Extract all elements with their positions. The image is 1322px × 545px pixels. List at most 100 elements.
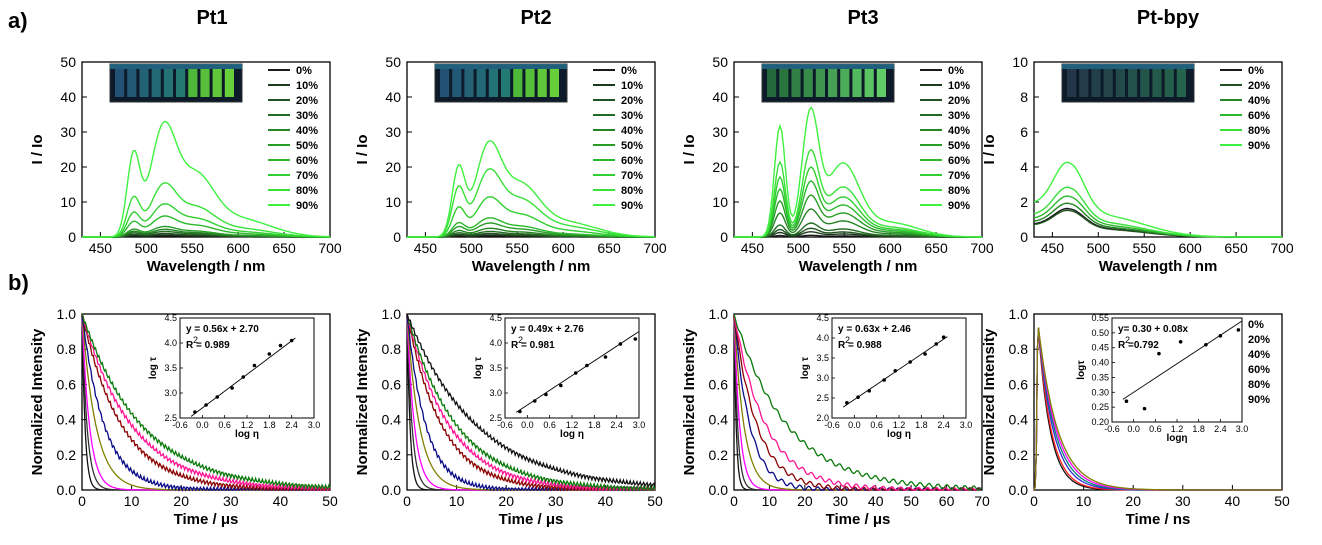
x-tick-label: 20 <box>498 493 514 509</box>
y-tick-label: 20 <box>712 159 728 175</box>
y-axis-label: I / Io <box>681 135 698 165</box>
y-tick-label: 30 <box>60 124 76 140</box>
decay-line <box>81 314 331 492</box>
inset-y-label: logτ <box>1076 360 1087 380</box>
inset-y-tick-label: 0.50 <box>1091 328 1109 338</box>
column-title-1: Pt1 <box>196 7 227 29</box>
x-tick-label: 500 <box>787 240 811 256</box>
cuvette <box>440 69 450 97</box>
inset-y-tick-label: 2.0 <box>816 413 829 423</box>
inset-x-tick-label: 0.6 <box>218 420 231 430</box>
inset-point <box>585 363 589 368</box>
decay-line <box>406 313 656 493</box>
inset-x-label: log η <box>887 429 911 440</box>
x-tick-label: 450 <box>741 240 765 256</box>
y-tick-label: 10 <box>385 194 401 210</box>
inset-point <box>1157 351 1161 356</box>
cuvette <box>212 69 222 97</box>
x-tick-label: 450 <box>89 240 113 256</box>
inset-point <box>532 399 537 403</box>
legend-label: 20% <box>621 95 643 107</box>
decay-line <box>1033 327 1282 491</box>
inset-x-tick-label: 1.2 <box>1171 424 1184 434</box>
x-tick-label: 600 <box>226 240 250 256</box>
inset-point <box>603 355 608 359</box>
viscosity-inset: -0.6 0.0 0.6 1.2 1.8 2.4 3.0 0.20 0.25 0.30 0.35 0.… <box>1076 313 1248 444</box>
fit-line <box>515 331 640 413</box>
y-tick-label: 40 <box>60 89 76 105</box>
cuvette <box>188 69 198 97</box>
legend-label: 0% <box>621 65 637 77</box>
cuvette <box>840 69 850 97</box>
y-tick-label: 4 <box>1020 159 1028 175</box>
cuvette <box>828 69 838 97</box>
spectrum-line <box>407 196 655 238</box>
x-tick-label: 20 <box>1125 493 1141 509</box>
inset-point <box>934 342 939 346</box>
inset-point <box>559 383 563 388</box>
inset-point <box>278 343 283 348</box>
row-label-b: b) <box>8 270 29 295</box>
legend-label: 70% <box>296 170 318 182</box>
y-tick-label: 0.0 <box>709 482 729 498</box>
x-axis-label: Time / ns <box>1126 511 1191 528</box>
inset-point <box>252 363 257 368</box>
x-tick-label: 30 <box>1175 493 1191 509</box>
y-tick-label: 2 <box>1020 194 1028 210</box>
inset-y-tick-label: 3.5 <box>816 353 829 363</box>
inset-x-tick-label: 3.0 <box>960 420 973 430</box>
y-tick-label: 0.6 <box>709 376 729 392</box>
inset-point <box>1124 399 1129 404</box>
legend-label: 10% <box>296 80 318 92</box>
x-tick-label: 600 <box>878 240 902 256</box>
spectrum-line <box>82 120 331 238</box>
y-tick-label: 0.6 <box>1009 376 1029 392</box>
cuvette <box>1152 69 1162 97</box>
fit-r-squared: R =0.792 <box>1118 340 1159 351</box>
inset-y-tick-label: 4.5 <box>164 313 177 323</box>
inset-point <box>908 360 912 364</box>
inset-y-tick-label: 3.5 <box>164 363 177 373</box>
decay-chart-4: 0 10 20 30 40 50 0.0 0.2 0.4 0.6 0.8 1.0 Time / ns No… <box>981 306 1290 528</box>
y-tick-label: 0.8 <box>382 341 402 357</box>
legend-label: 20% <box>948 95 970 107</box>
inset-point <box>241 375 246 379</box>
inset-point <box>573 371 578 375</box>
spectrum-line <box>407 168 655 238</box>
inset-frame <box>179 317 315 419</box>
inset-y-tick-label: 0.40 <box>1091 358 1109 368</box>
cuvette <box>1091 69 1101 97</box>
fit-line <box>1122 320 1243 400</box>
inset-x-tick-label: 3.0 <box>308 420 321 430</box>
y-tick-label: 0.0 <box>1009 482 1029 498</box>
cuvette <box>767 69 777 97</box>
viscosity-inset: -0.6 0.0 0.6 1.2 1.8 2.4 3.0 2.0 2.5 3.0 3.5 4.0 4.5… <box>800 313 972 440</box>
cuvette <box>1128 69 1138 97</box>
cuvette <box>115 69 125 97</box>
legend-label: 80% <box>621 185 643 197</box>
emission-chart-4: 450 500 550 600 650 700 0 2 4 6 8 10 Wavelength / nm… <box>981 54 1294 275</box>
legend-label: 40% <box>621 125 643 137</box>
inset-point <box>1204 342 1208 347</box>
x-tick-label: 50 <box>647 493 663 509</box>
y-tick-label: 0 <box>393 229 401 245</box>
r-squared-superscript: 2 <box>1125 335 1130 345</box>
inset-x-label: log η <box>235 429 259 440</box>
x-tick-label: 450 <box>1041 240 1065 256</box>
x-tick-label: 50 <box>1274 493 1290 509</box>
y-tick-label: 30 <box>385 124 401 140</box>
y-tick-label: 0.2 <box>382 447 402 463</box>
x-axis-label: Wavelength / nm <box>147 258 266 275</box>
photo-highlight <box>110 64 242 69</box>
x-tick-label: 60 <box>939 493 955 509</box>
inset-y-tick-label: 2.5 <box>489 413 502 423</box>
fit-equation: y= 0.30 + 0.08x <box>1118 324 1189 335</box>
legend-label: 80% <box>296 185 318 197</box>
cuvette <box>864 69 874 97</box>
fit-equation: y = 0.63x + 2.46 <box>838 324 911 335</box>
inset-x-tick-label: 3.0 <box>1236 424 1249 434</box>
cuvette <box>791 69 801 97</box>
legend-label: 90% <box>1248 394 1270 406</box>
legend-label: 40% <box>1248 95 1270 107</box>
